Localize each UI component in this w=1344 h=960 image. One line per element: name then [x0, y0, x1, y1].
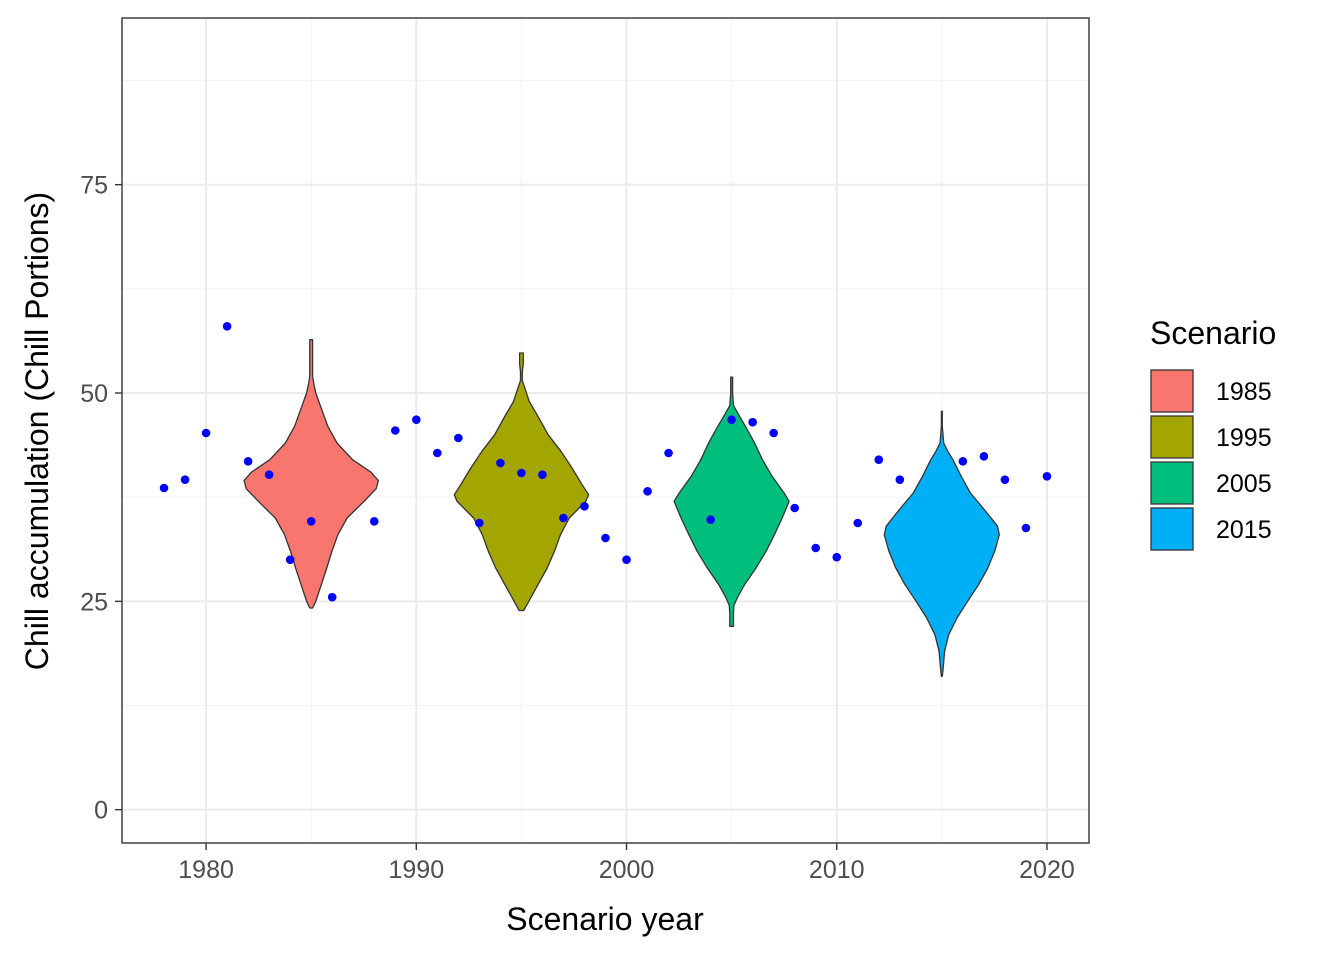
x-tick-label: 2020 [1019, 856, 1075, 884]
data-point [769, 428, 778, 438]
data-point [643, 487, 652, 496]
legend-title: Scenario [1150, 315, 1276, 351]
data-point [853, 518, 863, 528]
legend: Scenario 1985 1995 2005 2015 [1150, 315, 1276, 551]
panel-border [121, 17, 1090, 844]
y-tick-label: 0 [94, 797, 108, 825]
legend-label-1985: 1985 [1216, 378, 1272, 406]
data-point [264, 470, 274, 479]
data-point [727, 415, 736, 424]
data-point [538, 470, 547, 479]
x-tick-label: 2010 [809, 856, 865, 884]
data-point [811, 543, 821, 553]
data-point [306, 517, 316, 526]
violin-layer [243, 339, 1000, 677]
x-axis: 1980 1990 2000 2010 2020 [178, 843, 1075, 884]
y-tick-label: 50 [80, 380, 108, 408]
data-point [201, 428, 211, 438]
legend-key-2005 [1150, 461, 1194, 505]
y-tick-label: 75 [80, 172, 108, 200]
data-point [517, 468, 526, 478]
data-point [243, 457, 253, 466]
data-point [1042, 472, 1052, 481]
data-point [874, 455, 884, 464]
data-point [180, 475, 190, 484]
data-point [706, 515, 715, 524]
data-point [412, 415, 421, 424]
violin-1985 [243, 339, 380, 609]
data-point [496, 458, 505, 468]
x-tick-label: 1980 [178, 856, 234, 884]
data-point [454, 433, 463, 443]
x-axis-title: Scenario year [506, 901, 704, 937]
data-point [1021, 523, 1031, 533]
data-point [390, 426, 400, 435]
data-point [580, 502, 589, 511]
data-point [958, 457, 968, 466]
data-point [222, 322, 232, 331]
data-point [979, 452, 989, 461]
point-layer [159, 322, 1052, 602]
data-point [895, 475, 905, 484]
legend-label-2015: 2015 [1216, 516, 1272, 544]
y-tick-label: 25 [80, 588, 108, 616]
data-point [159, 483, 169, 493]
data-point [369, 517, 379, 526]
grid-major [122, 18, 1089, 843]
x-tick-label: 2000 [599, 856, 655, 884]
data-point [664, 448, 673, 458]
data-point [1000, 475, 1010, 484]
data-point [475, 518, 484, 528]
data-point [622, 555, 631, 564]
data-point [559, 513, 568, 523]
data-point [832, 552, 842, 562]
legend-key-1985 [1150, 369, 1194, 413]
data-point [433, 448, 442, 458]
data-point [748, 417, 757, 427]
x-tick-label: 1990 [388, 856, 444, 884]
violin-2005 [673, 376, 790, 627]
violin-2015 [883, 410, 1000, 677]
legend-key-1995 [1150, 415, 1194, 459]
legend-label-2005: 2005 [1216, 470, 1272, 498]
y-axis: 0 25 50 75 [80, 172, 122, 825]
data-point [790, 503, 799, 513]
legend-label-1995: 1995 [1216, 424, 1272, 452]
data-point [327, 592, 337, 602]
data-point [285, 555, 295, 564]
data-point [601, 533, 610, 543]
y-axis-title: Chill accumulation (Chill Portions) [19, 192, 55, 670]
legend-key-2015 [1150, 507, 1194, 551]
